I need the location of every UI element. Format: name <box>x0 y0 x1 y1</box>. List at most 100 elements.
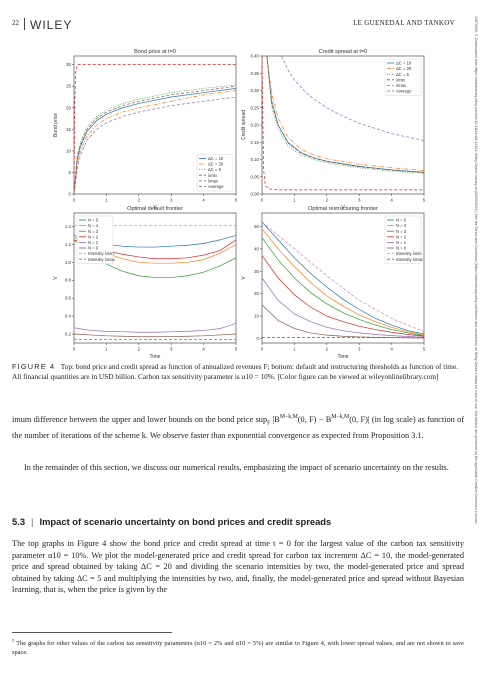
figure-label: FIGURE 4 <box>12 362 56 371</box>
x-tick-label: 5 <box>235 198 238 203</box>
y-tick-label: 5 <box>69 170 72 175</box>
legend-entry: N = 3 <box>396 229 407 234</box>
section-title: Impact of scenario uncertainty on bond p… <box>39 516 332 527</box>
paragraph-1: imum difference between the upper and lo… <box>12 414 464 441</box>
y-tick-label: 0.05 <box>250 174 259 179</box>
chart-bond-price: Bond price at t=0 V Bond price 0 1 2 3 4 5 0 5 10 15… <box>53 49 238 211</box>
legend-entry: Average <box>208 184 224 189</box>
y-tick-label: 0 <box>257 336 260 341</box>
x-axis-label: Time <box>150 354 161 358</box>
y-tick-label: 20 <box>66 105 71 110</box>
legend-entry: N = 4 <box>88 223 99 228</box>
legend-entry: λmin <box>208 173 218 178</box>
series-line <box>262 255 424 337</box>
chart-default-frontier: Optimal default frontier Time V 0 1 2 3 4 5 0.2 0.… <box>53 206 238 358</box>
download-notice-text: 14679965, 0, Downloaded from https://onl… <box>474 16 478 524</box>
footnote-text: The graphs for other values of the carbo… <box>12 640 464 657</box>
legend-entry: Intensity λmin <box>88 251 114 256</box>
legend-entry: N = 3 <box>88 229 99 234</box>
series-line <box>74 90 236 194</box>
legend-entry: N = 2 <box>88 234 99 239</box>
x-tick-label: 3 <box>170 347 173 352</box>
download-notice: 14679965, 0, Downloaded from https://onl… <box>471 16 479 686</box>
x-tick-label: 5 <box>423 347 426 352</box>
series-line <box>262 277 424 338</box>
legend-entry: N = 5 <box>88 218 99 223</box>
series-line <box>74 85 236 194</box>
x-tick-label: 2 <box>326 198 329 203</box>
legend-box <box>384 58 422 96</box>
chart-title: Credit spread at t=0 <box>319 49 367 55</box>
y-tick-label: 40 <box>254 246 259 251</box>
paragraph-1-part-b: (0, F) − B <box>297 414 332 424</box>
legend-entry: ΔC = 10 <box>208 156 224 161</box>
legend-entry: λmax <box>396 83 407 88</box>
legend-box <box>76 215 114 264</box>
legend-entry: ΔC = 5 <box>396 72 410 77</box>
series-group <box>262 56 424 191</box>
legend-entry: ΔC = 20 <box>396 66 412 71</box>
journal-logo: WILEY <box>30 18 73 32</box>
y-tick-label: 10 <box>66 148 71 153</box>
footnote-marker: 5 <box>12 638 15 643</box>
y-tick-label: 0.40 <box>250 54 259 59</box>
y-tick-label: 25 <box>66 84 71 89</box>
x-tick-label: 2 <box>326 347 329 352</box>
y-axis-label: Credit spread <box>241 110 247 140</box>
chart-credit-spread: Credit spread at t=0 V Credit spread 0 1 2 3 4 5… <box>241 49 426 211</box>
legend-entry: N = 5 <box>396 218 407 223</box>
series-line <box>266 56 424 174</box>
y-tick-label: 0.6 <box>65 296 72 301</box>
series-line <box>74 84 236 194</box>
y-tick-label: 0.35 <box>250 71 259 76</box>
x-tick-label: 0 <box>73 347 76 352</box>
legend-entry: Intensity λmax <box>88 257 116 262</box>
y-axis-label: V <box>53 276 59 280</box>
series-line <box>262 221 424 335</box>
legend-entry: N = 0 <box>396 246 407 251</box>
y-tick-label: 1.0 <box>65 260 72 265</box>
x-tick-label: 2 <box>138 198 141 203</box>
y-tick-label: 1.2 <box>65 242 72 247</box>
legend-entry: Average <box>396 89 412 94</box>
x-tick-label: 3 <box>170 198 173 203</box>
caption-text: Top: bond price and credit spread as fun… <box>12 362 459 382</box>
running-head: LE GUENEDAL AND TANKOV <box>353 19 455 27</box>
legend-entry: N = 0 <box>88 246 99 251</box>
series-line <box>281 56 424 141</box>
x-axis-label: V <box>153 205 157 211</box>
x-tick-label: 4 <box>390 347 393 352</box>
y-tick-label: 0.25 <box>250 105 259 110</box>
y-tick-label: 0.00 <box>250 192 259 197</box>
x-tick-label: 0 <box>261 198 264 203</box>
series-line <box>266 56 424 171</box>
y-axis-label: V <box>241 276 247 280</box>
chart-title: Bond price at t=0 <box>134 49 176 55</box>
series-group <box>74 64 236 194</box>
legend-entry: Intensity λmin <box>396 251 422 256</box>
legend-entry: ΔC = 10 <box>396 61 412 66</box>
chart-restructuring-frontier: Optimal restructuring frontier Time V 0 1 2 3 4… <box>241 206 426 358</box>
y-tick-label: 0.20 <box>250 123 259 128</box>
x-tick-label: 3 <box>358 347 361 352</box>
y-tick-label: 20 <box>254 291 259 296</box>
legend-entry: N = 1 <box>88 240 99 245</box>
x-tick-label: 1 <box>105 347 108 352</box>
y-tick-label: 30 <box>254 269 259 274</box>
x-tick-label: 4 <box>202 198 205 203</box>
header-divider <box>24 18 25 30</box>
chart-title: Optimal restructuring frontier <box>308 206 378 212</box>
y-tick-label: 30 <box>66 62 71 67</box>
series-line <box>262 237 424 337</box>
legend-box <box>384 215 422 264</box>
y-tick-label: 0 <box>69 192 72 197</box>
legend-box <box>196 154 234 192</box>
x-tick-label: 1 <box>293 347 296 352</box>
y-tick-label: 0.30 <box>250 88 259 93</box>
y-tick-label: 0.2 <box>65 332 72 337</box>
y-tick-label: 0.15 <box>250 140 259 145</box>
series-line <box>74 322 236 333</box>
legend-entry: N = 1 <box>396 240 407 245</box>
